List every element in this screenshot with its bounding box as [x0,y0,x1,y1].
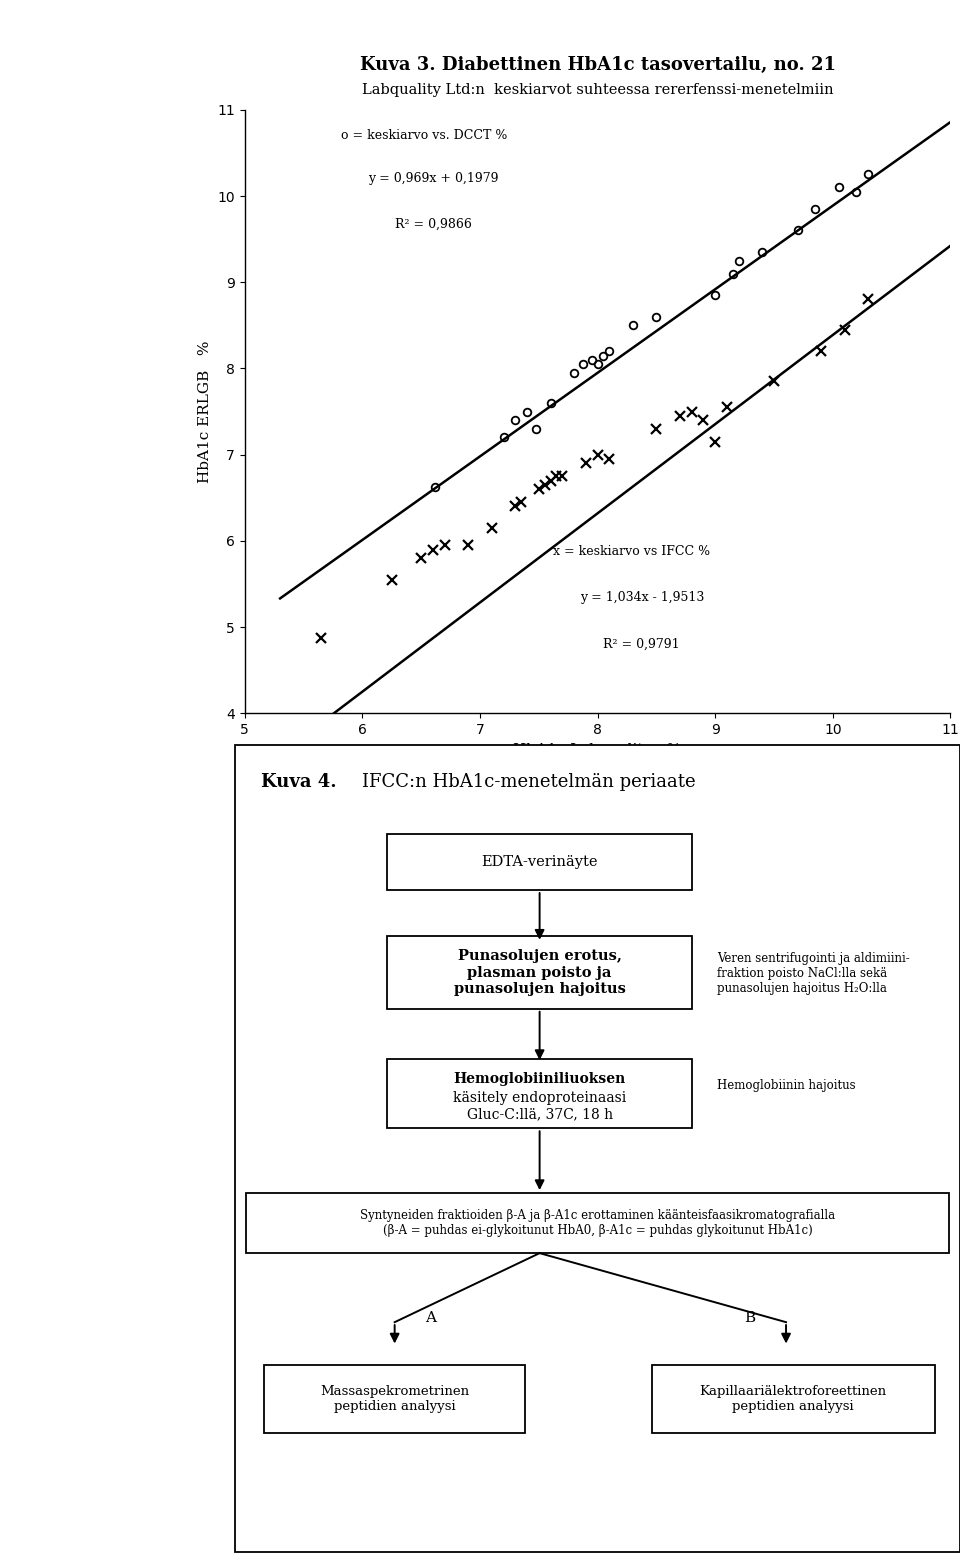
FancyBboxPatch shape [264,1364,525,1433]
FancyBboxPatch shape [388,1060,692,1127]
Text: R² = 0,9791: R² = 0,9791 [604,638,680,651]
Text: x = keskiarvo vs IFCC %: x = keskiarvo vs IFCC % [553,546,710,558]
Text: y = 1,034x - 1,9513: y = 1,034x - 1,9513 [580,591,705,604]
Text: Labquality Ltd:n  keskiarvot suhteessa rererfenssi-menetelmiin: Labquality Ltd:n keskiarvot suhteessa re… [362,83,833,97]
Text: Veren sentrifugointi ja aldimiini-
fraktion poisto NaCl:lla sekä
punasolujen haj: Veren sentrifugointi ja aldimiini- frakt… [717,952,910,996]
Text: R² = 0,9866: R² = 0,9866 [396,218,472,230]
Text: Hemoglobiiniliuoksen: Hemoglobiiniliuoksen [453,1073,626,1087]
Text: Massaspekrometrinen
peptidien analyysi: Massaspekrometrinen peptidien analyysi [320,1385,469,1413]
Text: A: A [425,1311,437,1325]
Text: Kuva 3. Diabettinen HbA1c tasovertailu, no. 21: Kuva 3. Diabettinen HbA1c tasovertailu, … [360,56,835,74]
Y-axis label: HbA1c ERLGB   %: HbA1c ERLGB % [198,340,212,483]
FancyBboxPatch shape [235,745,960,1552]
Text: y = 0,969x + 0,1979: y = 0,969x + 0,1979 [369,172,499,185]
Text: o = keskiarvo vs. DCCT %: o = keskiarvo vs. DCCT % [341,129,508,141]
FancyBboxPatch shape [246,1193,949,1253]
FancyBboxPatch shape [388,834,692,891]
FancyBboxPatch shape [652,1364,935,1433]
Text: Kuva 4.: Kuva 4. [260,773,336,792]
Text: Kapillaariälektroforeettinen
peptidien analyysi: Kapillaariälektroforeettinen peptidien a… [700,1385,887,1413]
Text: B: B [744,1311,756,1325]
Text: käsitely endoproteinaasi
Gluc-C:llä, 37C, 18 h: käsitely endoproteinaasi Gluc-C:llä, 37C… [453,1091,626,1121]
X-axis label: HbA1c Labquality   %: HbA1c Labquality % [514,743,682,757]
FancyBboxPatch shape [388,936,692,1008]
Text: IFCC:n HbA1c-menetelmän periaate: IFCC:n HbA1c-menetelmän periaate [362,773,696,792]
Text: Hemoglobiinin hajoitus: Hemoglobiinin hajoitus [717,1079,855,1091]
Text: EDTA-verinäyte: EDTA-verinäyte [481,855,598,869]
Text: Punasolujen erotus,
plasman poisto ja
punasolujen hajoitus: Punasolujen erotus, plasman poisto ja pu… [454,949,626,996]
Text: Syntyneiden fraktioiden β-A ja β-A1c erottaminen käänteisfaasikromatografialla
(: Syntyneiden fraktioiden β-A ja β-A1c ero… [360,1209,835,1237]
